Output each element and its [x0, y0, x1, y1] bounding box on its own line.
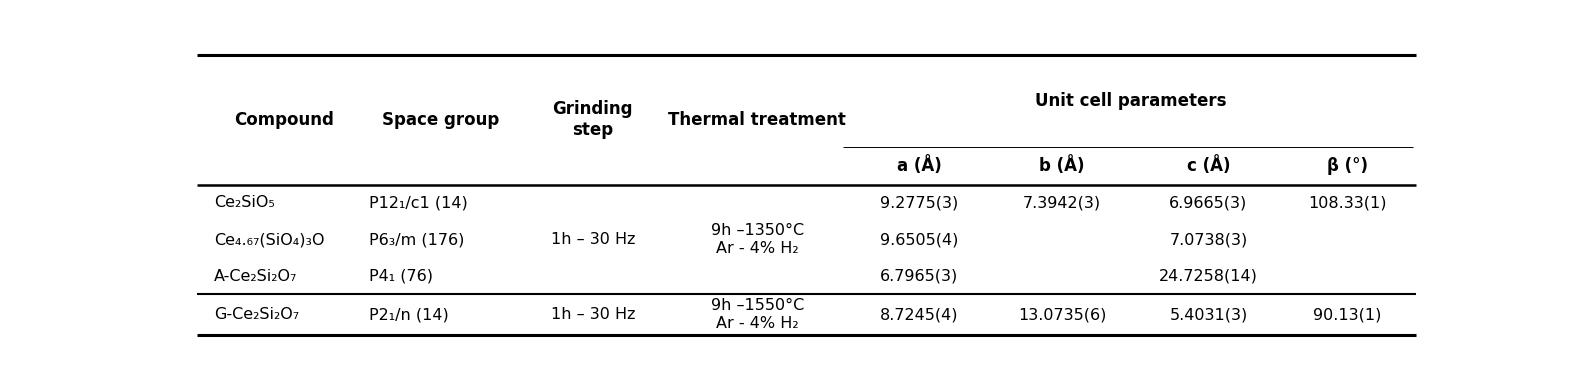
Text: 8.7245(4): 8.7245(4)	[879, 307, 958, 322]
Text: Compound: Compound	[234, 111, 333, 129]
Text: 9.2775(3): 9.2775(3)	[879, 195, 958, 210]
Text: G-Ce₂Si₂O₇: G-Ce₂Si₂O₇	[214, 307, 299, 322]
Text: A-Ce₂Si₂O₇: A-Ce₂Si₂O₇	[214, 269, 297, 284]
Text: a (Å): a (Å)	[897, 156, 941, 176]
Text: 1h – 30 Hz: 1h – 30 Hz	[551, 232, 635, 247]
Text: 9h –1350°C
Ar - 4% H₂: 9h –1350°C Ar - 4% H₂	[711, 223, 804, 256]
Text: 9.6505(4): 9.6505(4)	[879, 232, 958, 247]
Text: b (Å): b (Å)	[1040, 156, 1085, 176]
Text: 24.7258(14): 24.7258(14)	[1159, 269, 1258, 284]
Text: 1h – 30 Hz: 1h – 30 Hz	[551, 307, 635, 322]
Text: 108.33(1): 108.33(1)	[1309, 195, 1387, 210]
Text: P4₁ (76): P4₁ (76)	[368, 269, 433, 284]
Text: Grinding
step: Grinding step	[552, 100, 632, 139]
Text: P2₁/n (14): P2₁/n (14)	[368, 307, 448, 322]
Text: 6.7965(3): 6.7965(3)	[879, 269, 958, 284]
Text: c (Å): c (Å)	[1186, 156, 1230, 176]
Text: 6.9665(3): 6.9665(3)	[1169, 195, 1247, 210]
Text: 7.3942(3): 7.3942(3)	[1022, 195, 1101, 210]
Text: Ce₂SiO₅: Ce₂SiO₅	[214, 195, 274, 210]
Text: β (°): β (°)	[1328, 157, 1369, 175]
Text: 90.13(1): 90.13(1)	[1313, 307, 1381, 322]
Text: P6₃/m (176): P6₃/m (176)	[368, 232, 464, 247]
Text: 7.0738(3): 7.0738(3)	[1169, 232, 1247, 247]
Text: 13.0735(6): 13.0735(6)	[1018, 307, 1106, 322]
Text: Unit cell parameters: Unit cell parameters	[1035, 92, 1227, 110]
Text: Thermal treatment: Thermal treatment	[669, 111, 846, 129]
Text: 9h –1550°C
Ar - 4% H₂: 9h –1550°C Ar - 4% H₂	[711, 298, 804, 331]
Text: Ce₄.₆₇(SiO₄)₃O: Ce₄.₆₇(SiO₄)₃O	[214, 232, 324, 247]
Text: 5.4031(3): 5.4031(3)	[1169, 307, 1247, 322]
Text: Space group: Space group	[382, 111, 499, 129]
Text: P12₁/c1 (14): P12₁/c1 (14)	[368, 195, 467, 210]
